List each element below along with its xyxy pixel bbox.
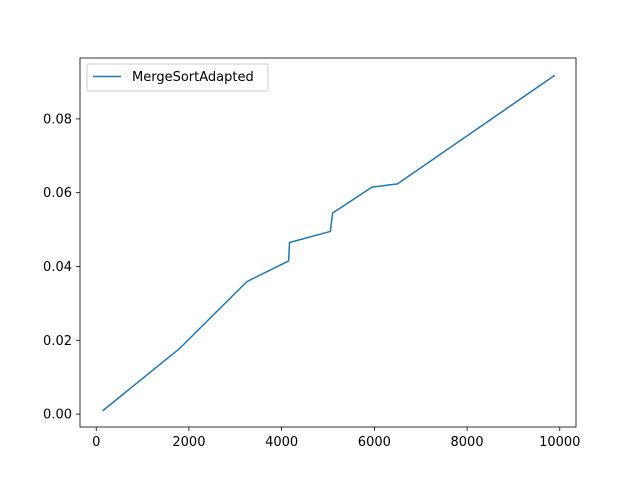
legend: MergeSortAdapted [86, 63, 269, 92]
x-tick-label: 4000 [265, 435, 298, 450]
y-tick-label: 0.04 [43, 260, 72, 275]
x-tick-label: 2000 [172, 435, 205, 450]
legend-box [86, 63, 269, 92]
x-tick-label: 0 [92, 435, 100, 450]
plot-area [80, 58, 576, 427]
y-tick-label: 0.00 [43, 408, 72, 423]
y-tick-label: 0.06 [43, 186, 72, 201]
x-tick-label: 8000 [451, 435, 484, 450]
x-axis-ticks: 0 2000 4000 6000 8000 10000 [92, 427, 580, 450]
series-line-mergesortadapted [102, 74, 556, 412]
y-tick-label: 0.08 [43, 112, 72, 127]
plot-frame [79, 57, 577, 428]
x-tick-label: 10000 [539, 435, 580, 450]
y-tick-label: 0.02 [43, 334, 72, 349]
y-axis-ticks: 0.00 0.02 0.04 0.06 0.08 [43, 112, 80, 423]
x-tick-label: 6000 [358, 435, 391, 450]
legend-label: MergeSortAdapted [132, 70, 254, 85]
